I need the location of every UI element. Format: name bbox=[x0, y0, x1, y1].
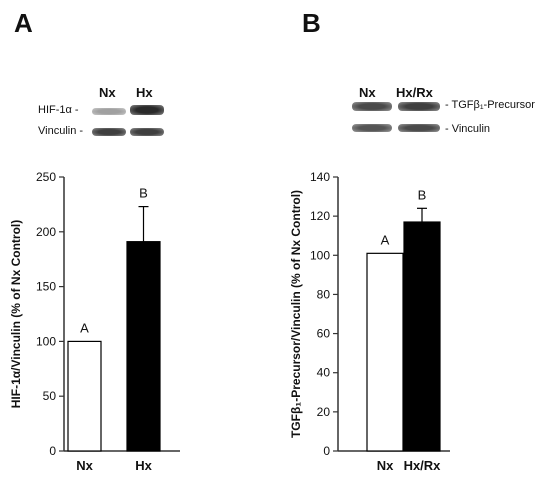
chart-b-significance-label: B bbox=[418, 187, 427, 202]
blot-b-band bbox=[352, 124, 392, 132]
blot-b-row-vinculin-label: - Vinculin bbox=[445, 123, 491, 135]
chart-b-significance-label: A bbox=[381, 232, 390, 247]
blot-b-band bbox=[398, 124, 440, 132]
blot-a-band bbox=[92, 108, 126, 115]
chart-a-bar bbox=[67, 340, 102, 452]
chart-b-y-tick-label: 80 bbox=[317, 287, 331, 301]
chart-a-y-tick-label: 250 bbox=[36, 170, 56, 184]
chart-a-significance-label: B bbox=[139, 186, 148, 201]
chart-a-category-label: Hx bbox=[135, 458, 152, 473]
chart-b-bar bbox=[366, 252, 404, 452]
blot-b-row-tgf-label: - TGFβ₁-Precursor bbox=[445, 99, 535, 111]
chart-b-y-tick-label: 60 bbox=[317, 327, 331, 341]
blot-a-band bbox=[130, 105, 164, 115]
chart-b-y-tick-label: 120 bbox=[310, 209, 330, 223]
panel-a-letter: A bbox=[14, 8, 33, 38]
blot-a-row-hif-label: HIF-1α - bbox=[38, 104, 79, 116]
chart-a-y-axis-label: HIF-1α/Vinculin (% of Nx Control) bbox=[9, 220, 23, 408]
chart-a-y-tick-label: 100 bbox=[36, 334, 56, 348]
chart-b-y-tick-label: 0 bbox=[323, 444, 330, 458]
blot-b-lane-nx: Nx bbox=[359, 85, 376, 100]
chart-b-category-label: Nx bbox=[377, 458, 394, 473]
chart-a-y-tick-label: 50 bbox=[43, 389, 57, 403]
chart-b-y-tick-label: 40 bbox=[317, 366, 331, 380]
chart-b-y-tick-label: 140 bbox=[310, 170, 330, 184]
chart-a-category-label: Nx bbox=[76, 458, 93, 473]
blot-b-band bbox=[352, 102, 392, 111]
chart-a-y-tick-label: 0 bbox=[49, 444, 56, 458]
blot-b-lane-hxrx: Hx/Rx bbox=[396, 85, 433, 100]
blot-a-band bbox=[130, 128, 164, 136]
chart-b-y-axis-label: TGFβ₁-Precursor/Vinculin (% of Nx Contro… bbox=[289, 190, 303, 438]
panel-b-letter: B bbox=[302, 8, 321, 38]
chart-b-y-tick-label: 100 bbox=[310, 248, 330, 262]
chart-a-y-tick-label: 200 bbox=[36, 225, 56, 239]
chart-a-significance-label: A bbox=[80, 320, 89, 335]
chart-b-category-label: Hx/Rx bbox=[404, 458, 442, 473]
chart-a-bar bbox=[126, 241, 161, 452]
blot-a-lane-nx: Nx bbox=[99, 85, 116, 100]
blot-a-row-vinculin-label: Vinculin - bbox=[38, 125, 84, 137]
blot-a-band bbox=[92, 128, 126, 136]
chart-a-y-tick-label: 150 bbox=[36, 280, 56, 294]
chart-b-bar bbox=[403, 221, 441, 452]
blot-a-lane-hx: Hx bbox=[136, 85, 153, 100]
chart-b-y-tick-label: 20 bbox=[317, 405, 331, 419]
blot-b-band bbox=[398, 102, 440, 111]
